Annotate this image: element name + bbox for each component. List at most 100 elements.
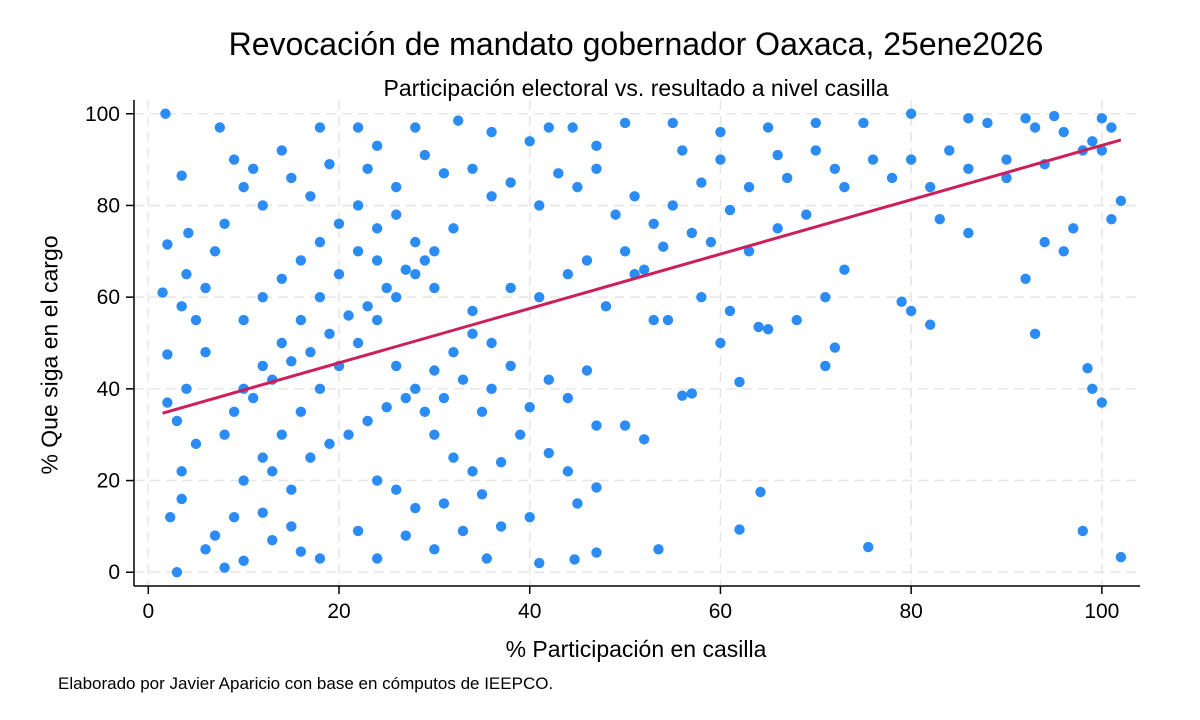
scatter-point: [362, 301, 373, 312]
scatter-point: [1087, 136, 1098, 147]
scatter-point: [200, 544, 211, 555]
scatter-point: [905, 108, 917, 119]
scatter-point: [286, 172, 297, 184]
scatter-point: [839, 181, 850, 193]
scatter-point: [562, 392, 574, 404]
scatter-point: [934, 214, 945, 225]
scatter-point: [429, 365, 440, 376]
scatter-point: [162, 397, 173, 408]
scatter-point: [572, 498, 583, 509]
scatter-point: [481, 553, 493, 564]
scatter-point: [324, 438, 335, 450]
scatter-point: [343, 310, 354, 321]
scatter-point: [257, 360, 268, 372]
y-tick-label: 60: [97, 286, 120, 309]
scatter-point: [410, 122, 421, 133]
scatter-point: [476, 489, 488, 500]
scatter-point: [371, 475, 383, 486]
scatter-point: [724, 305, 736, 317]
scatter-point: [677, 390, 688, 401]
scatter-point: [448, 452, 459, 463]
scatter-point: [543, 374, 554, 385]
scatter-point: [810, 117, 821, 129]
scatter-point: [219, 429, 230, 440]
scatter-point: [762, 324, 774, 335]
scatter-point: [619, 117, 631, 129]
scatter-point: [772, 149, 783, 161]
source-note: Elaborado por Javier Aparicio con base e…: [58, 674, 554, 693]
y-tick-label: 20: [97, 470, 120, 493]
scatter-point: [543, 122, 554, 133]
y-tick-label: 40: [97, 378, 120, 401]
scatter-point: [410, 383, 421, 395]
scatter-point: [176, 301, 187, 312]
scatter-point: [429, 282, 440, 294]
scatter-point: [677, 145, 688, 156]
scatter-point: [400, 392, 411, 404]
scatter-point: [610, 209, 621, 220]
scatter-point: [333, 269, 345, 280]
scatter-point: [705, 236, 717, 248]
scatter-point: [1068, 223, 1079, 234]
scatter-point: [157, 287, 168, 298]
scatter-point: [238, 314, 249, 326]
scatter-point: [214, 122, 226, 133]
scatter-point: [165, 512, 176, 523]
scatter-point: [162, 349, 173, 360]
scatter-point: [658, 241, 669, 252]
scatter-point: [247, 163, 259, 174]
scatter-point: [619, 420, 631, 431]
scatter-point: [371, 255, 383, 266]
scatter-point: [286, 521, 297, 532]
scatter-point: [781, 172, 793, 184]
scatter-point: [410, 236, 421, 248]
scatter-point: [181, 269, 192, 280]
scatter-point: [238, 475, 249, 486]
scatter-point: [820, 291, 831, 303]
scatter-point: [305, 191, 316, 202]
scatter-point: [314, 383, 326, 395]
scatter-point: [839, 264, 850, 275]
scatter-point: [295, 406, 307, 417]
scatter-point: [295, 546, 307, 557]
scatter-point: [183, 227, 194, 239]
scatter-point: [1082, 363, 1093, 374]
scatter-point: [352, 246, 364, 257]
gridlines: [134, 100, 1140, 586]
scatter-point: [343, 429, 354, 440]
scatter-point: [715, 337, 726, 349]
scatter-point: [286, 356, 297, 367]
scatter-point: [905, 154, 917, 165]
scatter-point: [524, 512, 535, 523]
scatter-point: [495, 457, 507, 468]
scatter-point: [171, 415, 183, 427]
scatter-point: [181, 383, 192, 395]
scatter-point: [1020, 113, 1031, 124]
scatter-point: [772, 223, 783, 234]
scatter-point: [696, 291, 707, 303]
scatter-point: [160, 108, 171, 119]
scatter-point: [276, 337, 288, 349]
scatter-point: [863, 541, 874, 553]
scatter-point: [1001, 154, 1012, 165]
scatter-point: [715, 154, 726, 165]
scatter-point: [534, 291, 545, 303]
scatter-point: [653, 544, 664, 555]
scatter-point: [667, 200, 678, 211]
scatter-point: [505, 282, 516, 294]
scatter-point: [457, 525, 469, 537]
scatter-point: [238, 181, 249, 193]
scatter-point: [801, 209, 812, 220]
scatter-point: [591, 420, 602, 431]
scatter-point: [438, 168, 450, 179]
scatter-point: [438, 498, 450, 509]
y-tick-label: 80: [97, 194, 120, 217]
scatter-point: [381, 282, 392, 294]
scatter-point: [638, 434, 650, 445]
scatter-point: [257, 507, 268, 518]
scatter-point: [448, 223, 459, 234]
scatter-point: [963, 163, 974, 174]
scatter-point: [176, 466, 187, 477]
scatter-point: [162, 239, 173, 250]
axes: 0 20 40 60 80 100 0 20 40 60 80 100: [85, 100, 1140, 623]
